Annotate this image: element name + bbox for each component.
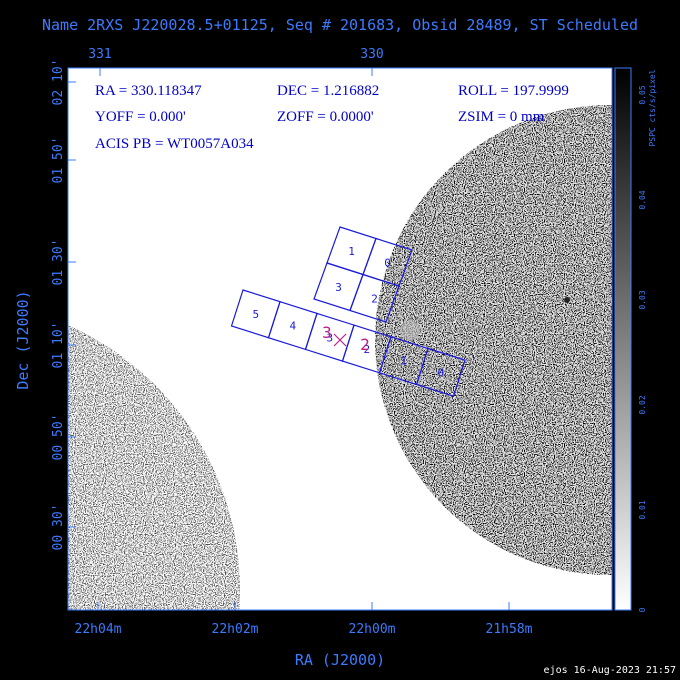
chip-label: 5	[252, 308, 259, 321]
ccd-chip	[415, 347, 466, 397]
aimpoint-label: 2	[360, 335, 370, 354]
chip-label: 1	[400, 355, 407, 368]
info: RA = 330.118347	[95, 83, 202, 99]
info: DEC = 1.216882	[277, 83, 379, 99]
left-tick-label: 01 50'	[51, 137, 66, 184]
chip-label: 0	[437, 366, 444, 379]
colorbar-tick-label: 0.01	[638, 500, 647, 519]
info: ACIS PB = WT0057A034	[95, 136, 254, 152]
info: ZSIM = 0 mm	[458, 109, 545, 125]
chip-label: 0	[384, 256, 391, 269]
colorbar	[614, 67, 632, 611]
bottom-tick-label: 22h00m	[349, 622, 396, 637]
top-tick-label: 330	[360, 47, 383, 62]
chip-label: 2	[363, 343, 370, 356]
aimpoint-marker	[333, 333, 347, 347]
left-tick-label: 01 30'	[51, 239, 66, 286]
chip-label: 1	[348, 245, 355, 258]
footer: ejos 16-Aug-2023 21:57	[544, 665, 676, 676]
aimpoint-label: 3	[322, 323, 332, 342]
x-label: RA (J2000)	[295, 651, 385, 669]
left-tick-label: 01 10'	[51, 322, 66, 369]
y-label: Dec (J2000)	[14, 290, 32, 389]
info: YOFF = 0.000'	[95, 109, 186, 125]
colorbar-tick-label: 0.02	[638, 395, 647, 414]
bottom-tick-label: 22h02m	[212, 622, 259, 637]
colorbar-tick-label: 0.03	[638, 290, 647, 309]
top-tick-label: 331	[88, 47, 111, 62]
left-tick-label: 00 50'	[51, 414, 66, 461]
colorbar-tick-label: 0.05	[638, 85, 647, 104]
info: ROLL = 197.9999	[458, 83, 569, 99]
chip-label: 4	[289, 320, 296, 333]
left-tick-label: 00 30'	[51, 504, 66, 551]
chip-label: 3	[326, 331, 333, 344]
chip-label: 3	[335, 281, 342, 294]
chip-label: 2	[371, 292, 378, 305]
left-tick-label: 02 10'	[51, 59, 66, 106]
colorbar-tick-label: 0.04	[638, 190, 647, 209]
bottom-tick-label: 22h04m	[75, 622, 122, 637]
title: Name 2RXS J220028.5+01125, Seq # 201683,…	[42, 16, 638, 34]
colorbar-tick-label: 0	[638, 607, 647, 612]
bottom-tick-label: 21h58m	[486, 622, 533, 637]
ccd-chip	[349, 273, 400, 323]
info: ZOFF = 0.0000'	[277, 109, 374, 125]
colorbar-label: PSPC cts/s/pixel	[648, 69, 657, 146]
plot-frame	[67, 67, 613, 611]
